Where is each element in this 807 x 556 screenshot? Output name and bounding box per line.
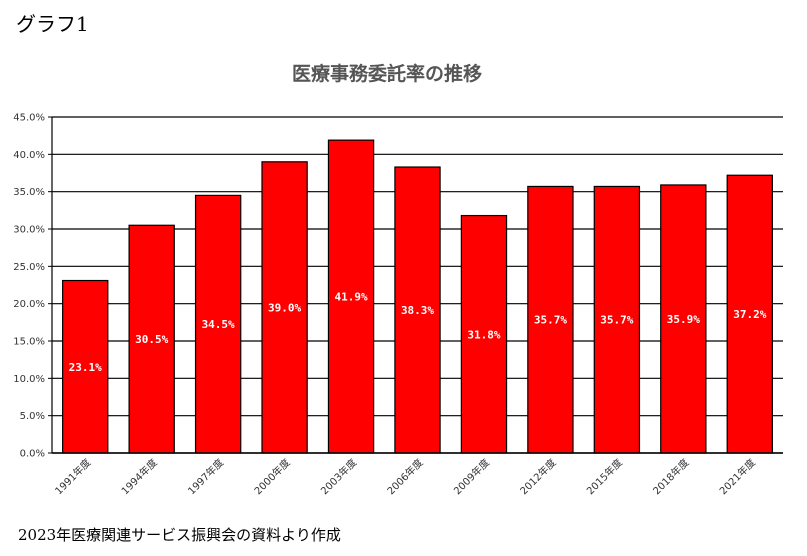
y-tick-label: 5.0% [20, 411, 45, 422]
x-tick-label: 2012年度 [517, 456, 558, 497]
data-label: 30.5% [135, 333, 168, 346]
data-label: 38.3% [401, 304, 434, 317]
x-tick-label: 1991年度 [52, 456, 93, 497]
chart-title: 医療事務委託率の推移 [292, 62, 482, 85]
bar [593, 185, 641, 454]
data-label: 35.7% [534, 314, 567, 327]
x-tick-label: 1994年度 [118, 456, 159, 497]
x-tick-labels: 1991年度 1994年度 1997年度 2000年度 2003年度 2006年度 2009… [52, 456, 758, 497]
y-tick-label: 20.0% [13, 299, 45, 310]
data-labels: 23.1% 30.5% 34.5% 39.0% 41.9% 38.3% 31.8% 35.7%… [69, 291, 767, 374]
y-tick-label: 35.0% [13, 187, 45, 198]
data-label: 35.9% [667, 313, 700, 326]
bar [460, 214, 508, 454]
data-label: 39.0% [268, 301, 301, 314]
data-label: 34.5% [202, 318, 235, 331]
graph-number-label: グラフ1 [16, 12, 89, 36]
data-label: 41.9% [334, 291, 367, 304]
bars [62, 139, 773, 454]
x-tick-label: 2006年度 [384, 456, 425, 497]
bar [261, 161, 308, 454]
y-tick-label: 25.0% [13, 262, 45, 273]
y-tick-label: 15.0% [13, 337, 45, 348]
x-tick-label: 1997年度 [185, 456, 226, 497]
bar-chart: 医療事務委託率の推移 0.0% 5.0% 10.0% 15.0% 20.0% 25.0% 3… [13, 62, 783, 497]
bar [660, 184, 707, 454]
y-tick-label: 10.0% [13, 374, 45, 385]
y-tick-label: 45.0% [13, 113, 45, 124]
bar [726, 174, 773, 454]
axes [51, 117, 783, 454]
bar [394, 166, 441, 454]
data-label: 35.7% [600, 314, 633, 327]
bar [128, 224, 175, 454]
x-tick-label: 2003年度 [318, 456, 359, 497]
bar [194, 194, 242, 454]
y-tick-labels: 0.0% 5.0% 10.0% 15.0% 20.0% 25.0% 30.0% 35.0% 40… [13, 113, 45, 460]
x-tick-label: 2021年度 [717, 456, 758, 497]
y-tick-label: 0.0% [20, 449, 45, 460]
x-tick-label: 2009年度 [451, 456, 492, 497]
y-tick-label: 30.0% [13, 225, 45, 236]
x-tick-label: 2000年度 [251, 456, 292, 497]
source-note: 2023年医療関連サービス振興会の資料より作成 [18, 526, 341, 544]
x-tick-label: 2018年度 [650, 456, 691, 497]
y-tick-label: 40.0% [13, 150, 45, 161]
bar [527, 185, 574, 454]
data-label: 23.1% [69, 361, 102, 374]
data-label: 31.8% [467, 328, 500, 341]
data-label: 37.2% [733, 308, 766, 321]
bar [327, 139, 375, 454]
bar [62, 279, 109, 454]
x-tick-label: 2015年度 [584, 456, 625, 497]
